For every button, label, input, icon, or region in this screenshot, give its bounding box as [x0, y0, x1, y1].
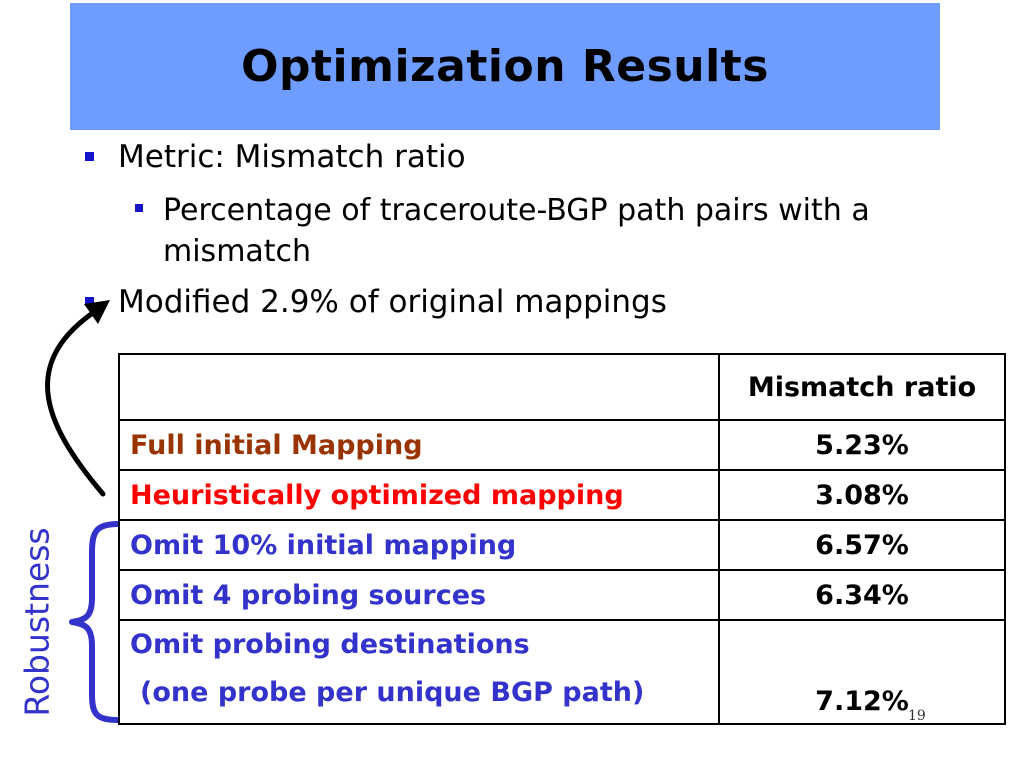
header-label-cell [118, 353, 720, 421]
row-label-full-initial: Full initial Mapping [118, 419, 720, 471]
header-mismatch-ratio: Mismatch ratio [718, 353, 1006, 421]
bullet-text: Percentage of traceroute-BGP path pairs … [163, 193, 870, 269]
table-row: Omit 4 probing sources 6.34% [118, 569, 1006, 621]
row-value-heuristic: 3.08% [718, 469, 1006, 521]
bullet-text: Metric: Mismatch ratio [118, 139, 466, 175]
row-value-omit-4: 6.34% [718, 569, 1006, 621]
title-bar: Optimization Results [70, 3, 940, 130]
row-label-heuristic: Heuristically optimized mapping [118, 469, 720, 521]
curly-brace-icon [69, 521, 119, 723]
row-label-omit-destinations: Omit probing destinations (one probe per… [118, 619, 720, 725]
row-label-omit-4: Omit 4 probing sources [118, 569, 720, 621]
bullet-square-icon [85, 297, 94, 306]
bullet-modified: Modified 2.9% of original mappings [85, 281, 667, 323]
table-row: Omit 10% initial mapping 6.57% [118, 519, 1006, 571]
table-row: Omit probing destinations (one probe per… [118, 619, 1006, 725]
row-label-line2: (one probe per unique BGP path) [140, 677, 645, 708]
arrowhead-icon [84, 300, 110, 324]
slide-title: Optimization Results [241, 41, 769, 92]
table-row: Heuristically optimized mapping 3.08% [118, 469, 1006, 521]
results-table: Mismatch ratio Full initial Mapping 5.23… [118, 353, 1006, 725]
row-value-omit-destinations: 7.12% [718, 619, 1006, 725]
sub-bullet-percentage: Percentage of traceroute-BGP path pairs … [135, 190, 923, 272]
row-label-line1: Omit probing destinations [130, 629, 530, 660]
bullet-square-icon [85, 152, 94, 161]
table-header-row: Mismatch ratio [118, 353, 1006, 421]
row-value-full-initial: 5.23% [718, 419, 1006, 471]
row-label-omit-10: Omit 10% initial mapping [118, 519, 720, 571]
curved-arrow-icon [45, 305, 106, 497]
row-value-omit-10: 6.57% [718, 519, 1006, 571]
page-number: 19 [908, 708, 926, 724]
bullet-square-icon [135, 204, 143, 212]
table-row: Full initial Mapping 5.23% [118, 419, 1006, 471]
bullet-text: Modified 2.9% of original mappings [118, 284, 667, 320]
bullet-metric: Metric: Mismatch ratio [85, 136, 466, 178]
